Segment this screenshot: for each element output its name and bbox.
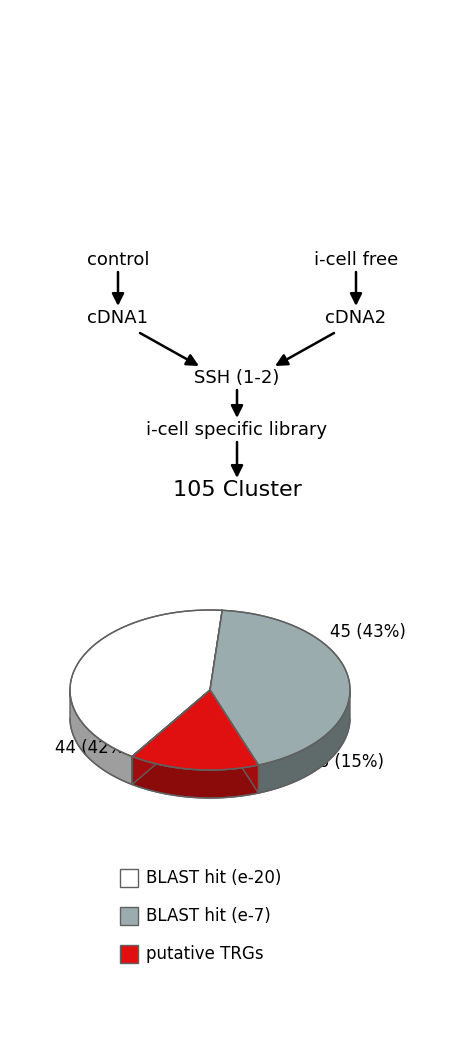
Text: 45 (43%): 45 (43%): [330, 623, 406, 641]
Text: control: control: [87, 251, 149, 269]
Polygon shape: [132, 690, 258, 770]
Text: i-cell specific library: i-cell specific library: [146, 421, 328, 439]
Polygon shape: [70, 610, 222, 756]
Polygon shape: [210, 690, 258, 793]
Text: i-cell free: i-cell free: [314, 251, 398, 269]
Polygon shape: [210, 690, 258, 793]
Polygon shape: [132, 690, 210, 785]
Polygon shape: [210, 611, 350, 765]
Text: cDNA2: cDNA2: [326, 309, 387, 327]
Text: cDNA1: cDNA1: [88, 309, 148, 327]
Text: SSH (1-2): SSH (1-2): [194, 369, 280, 387]
Bar: [120, 869, 138, 887]
Text: putative TRGs: putative TRGs: [146, 945, 264, 963]
Bar: [120, 907, 138, 925]
Polygon shape: [132, 690, 210, 785]
Polygon shape: [258, 691, 350, 793]
Text: BLAST hit (e-20): BLAST hit (e-20): [146, 869, 282, 887]
Text: 44 (42%): 44 (42%): [55, 739, 131, 756]
Polygon shape: [70, 691, 132, 785]
Text: 16 (15%): 16 (15%): [308, 753, 384, 771]
Bar: [120, 945, 138, 963]
Polygon shape: [132, 756, 258, 798]
Text: BLAST hit (e-7): BLAST hit (e-7): [146, 907, 271, 925]
Text: 105 Cluster: 105 Cluster: [173, 480, 301, 500]
